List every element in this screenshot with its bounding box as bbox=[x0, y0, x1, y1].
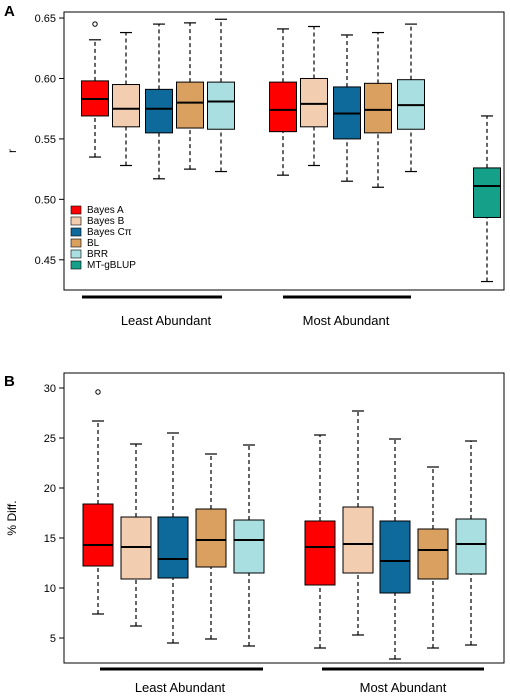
group-label-most-abundant: Most Abundant bbox=[303, 313, 390, 328]
panel-b-y-axis: 5 10 15 20 25 30 bbox=[44, 383, 64, 645]
legend-label-bayes-cpi: Bayes Cπ bbox=[87, 227, 132, 238]
panel-a-label: A bbox=[4, 3, 15, 20]
panel-a-box-least-abundant-bayes-cpi bbox=[145, 23, 173, 180]
outlier-point bbox=[92, 21, 98, 27]
panel-b-box-least-abundant-bayes-cpi bbox=[157, 432, 189, 644]
panel-a-plot-frame bbox=[63, 11, 505, 291]
legend-label-bayes-a: Bayes A bbox=[87, 205, 124, 216]
box-iqr bbox=[417, 528, 449, 580]
legend-label-mt-gblup: MT-gBLUP bbox=[87, 260, 136, 271]
box-iqr bbox=[207, 81, 235, 130]
box-iqr bbox=[195, 508, 227, 568]
panel-b-y-tick-label: 15 bbox=[44, 533, 56, 545]
panel-a-box-least-abundant-brr bbox=[207, 18, 235, 173]
panel-b-box-most-abundant-brr bbox=[455, 440, 487, 646]
panel-a-box-most-abundant-bayes-b bbox=[300, 25, 328, 167]
legend-swatch-bayes-cpi bbox=[70, 227, 82, 237]
panel-b-boxes bbox=[82, 389, 487, 660]
box-iqr bbox=[176, 81, 204, 129]
panel-a-y-tick-label: 0.65 bbox=[35, 13, 56, 25]
box-iqr bbox=[364, 82, 392, 134]
panel-b-box-most-abundant-bayes-b bbox=[342, 410, 374, 636]
group-label-least-abundant-b: Least Abundant bbox=[135, 680, 226, 695]
panel-b-box-most-abundant-bayes-a bbox=[304, 434, 336, 649]
legend-swatch-bayes-b bbox=[70, 216, 82, 226]
box-iqr bbox=[455, 518, 487, 575]
outlier-point bbox=[95, 389, 101, 395]
panel-b-y-tick-label: 10 bbox=[44, 583, 56, 595]
panel-a-box-most-abundant-brr bbox=[397, 23, 425, 173]
legend-label-bl: BL bbox=[87, 238, 100, 249]
box-iqr bbox=[269, 81, 297, 133]
box-iqr bbox=[145, 88, 173, 134]
panel-b-box-least-abundant-bayes-a bbox=[82, 389, 114, 615]
panel-a-y-tick-label: 0.55 bbox=[35, 134, 56, 146]
panel-a-y-axis-label: r bbox=[5, 149, 19, 153]
panel-b-y-tick-label: 5 bbox=[50, 633, 56, 645]
legend-label-bayes-b: Bayes B bbox=[87, 216, 125, 227]
legend-label-brr: BRR bbox=[87, 249, 108, 260]
legend-swatch-bayes-a bbox=[70, 205, 82, 215]
panel-a-box-alone-mt-gblup bbox=[473, 115, 501, 283]
panel-b-y-tick-label: 25 bbox=[44, 433, 56, 445]
panel-b-box-most-abundant-bl bbox=[417, 466, 449, 649]
box-iqr bbox=[112, 84, 140, 128]
box-iqr bbox=[342, 506, 374, 574]
group-label-least-abundant: Least Abundant bbox=[121, 313, 212, 328]
panel-a-box-most-abundant-bl bbox=[364, 31, 392, 188]
legend-swatch-brr bbox=[70, 249, 82, 259]
box-iqr bbox=[157, 516, 189, 579]
panel-a-box-least-abundant-bayes-b bbox=[112, 31, 140, 167]
panel-b-box-least-abundant-bl bbox=[195, 453, 227, 640]
panel-b-box-least-abundant-brr bbox=[233, 444, 265, 647]
box-iqr bbox=[233, 519, 265, 574]
panel-a-y-tick-label: 0.45 bbox=[35, 255, 56, 267]
box-iqr bbox=[473, 167, 501, 218]
panel-a-boxes bbox=[81, 18, 501, 283]
panel-b-plot-frame bbox=[63, 372, 505, 664]
panel-b-y-axis-label: % Diff. bbox=[5, 500, 19, 535]
panel-b-label: B bbox=[4, 373, 15, 390]
box-iqr bbox=[379, 520, 411, 594]
panel-a-box-most-abundant-bayes-cpi bbox=[333, 34, 361, 182]
legend-swatch-mt-gblup bbox=[70, 260, 82, 270]
panel-b-y-tick-label: 20 bbox=[44, 483, 56, 495]
panel-a-box-most-abundant-bayes-a bbox=[269, 28, 297, 176]
box-iqr bbox=[300, 77, 328, 128]
box-iqr bbox=[82, 503, 114, 567]
group-label-most-abundant-b: Most Abundant bbox=[360, 680, 447, 695]
panel-a-y-axis: 0.45 0.50 0.55 0.60 0.65 bbox=[35, 13, 64, 267]
legend-swatch-bl bbox=[70, 238, 82, 248]
box-iqr bbox=[304, 520, 336, 586]
panel-a-box-least-abundant-bl bbox=[176, 22, 204, 170]
panel-b-box-least-abundant-bayes-b bbox=[120, 443, 152, 627]
panel-b: B % Diff. 5 10 15 20 25 30 Least Abundant Mos… bbox=[4, 372, 505, 695]
panel-a-box-least-abundant-bayes-a bbox=[81, 21, 109, 158]
panel-b-box-most-abundant-bayes-cpi bbox=[379, 438, 411, 660]
panel-b-y-tick-label: 30 bbox=[44, 383, 56, 395]
panel-a-y-tick-label: 0.50 bbox=[35, 194, 56, 206]
panel-a-y-tick-label: 0.60 bbox=[35, 73, 56, 85]
